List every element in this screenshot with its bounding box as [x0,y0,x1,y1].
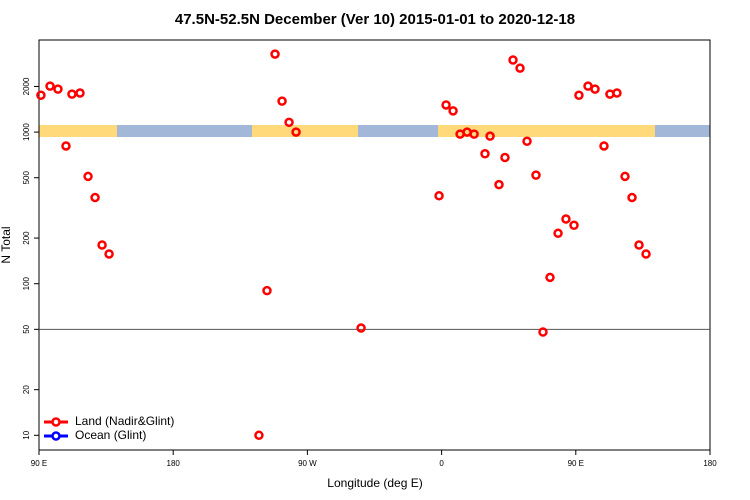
point [522,136,532,147]
x-tick-label: 180 [167,459,181,468]
y-tick-label: 2000 [22,77,31,95]
point [508,55,518,65]
point [254,430,264,441]
point [262,285,272,296]
y-tick-label: 20 [22,385,31,394]
point [448,106,458,116]
point [599,141,609,151]
y-tick-label: 1000 [22,123,31,141]
point [612,88,622,98]
point [441,100,451,110]
y-tick-label: 10 [22,430,31,439]
chart-title: 47.5N-52.5N December (Ver 10) 2015-01-01… [175,11,575,28]
y-axis-label: N Total [0,226,13,263]
point [515,63,525,73]
point [284,117,294,128]
point [53,84,63,94]
x-axis-label: Longitude (deg E) [327,476,422,490]
legend-marker [51,417,61,427]
y-tick-label: 50 [22,324,31,333]
point [97,240,107,250]
point [90,192,100,203]
point [434,191,444,201]
x-tick-label: 90 W [298,459,317,468]
point [61,141,71,151]
point [494,179,504,190]
point [356,323,366,333]
point [538,327,548,337]
point [590,84,600,94]
surface-strip [39,125,710,137]
point [634,240,644,250]
point [620,171,630,182]
point [36,90,46,100]
plot-frame [38,39,711,451]
y-tick-label: 200 [22,231,31,245]
point [83,171,93,182]
point [574,90,584,100]
y-tick-label: 100 [22,276,31,290]
point [480,148,490,159]
x-tick-label: 0 [439,459,444,468]
point [67,89,77,99]
land-strip [252,125,358,137]
point [627,192,637,203]
point [45,81,55,91]
point [545,272,555,283]
point [500,152,510,163]
land-strip [39,125,117,137]
point [531,170,541,180]
point [569,220,579,230]
point [485,131,495,141]
x-tick-label: 180 [703,459,717,468]
legend-label: Ocean (Glint) [75,428,146,442]
point [561,214,571,224]
point [469,129,479,139]
legend-label: Land (Nadir&Glint) [75,414,174,428]
point [291,127,301,137]
legend-marker [51,431,61,441]
point [641,249,651,259]
x-tick-label: 90 E [31,459,47,468]
point [75,88,85,98]
point [104,249,114,259]
point [553,228,563,239]
x-tick-label: 90 E [568,459,584,468]
point [270,49,280,59]
point [277,96,287,106]
y-tick-label: 500 [22,171,31,185]
